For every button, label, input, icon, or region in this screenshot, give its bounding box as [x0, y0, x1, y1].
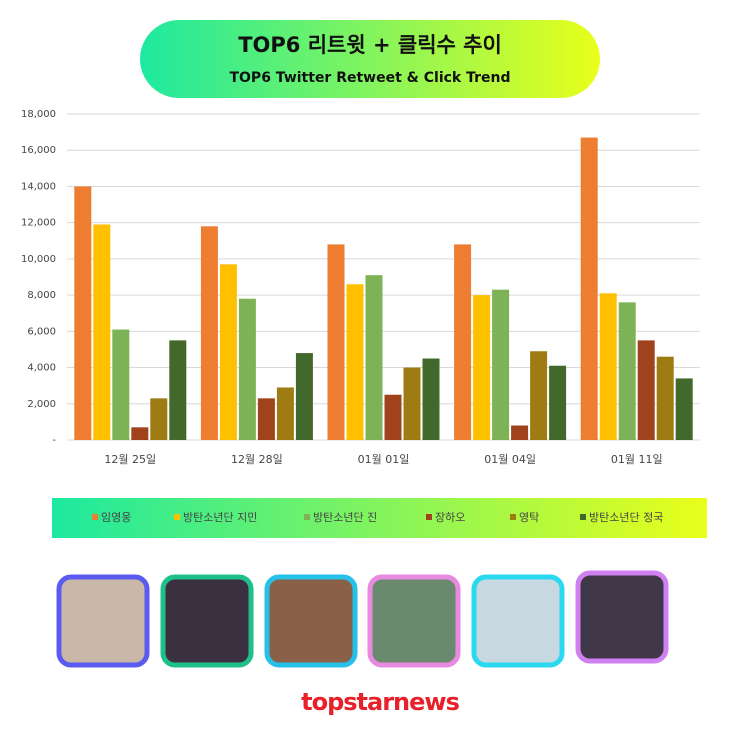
legend-swatch [174, 514, 180, 520]
bar [384, 394, 402, 440]
y-tick-label: - [52, 435, 56, 446]
x-tick-label: 01월 11일 [611, 452, 663, 466]
photo [471, 574, 565, 668]
photo [56, 574, 150, 668]
bar [511, 425, 529, 440]
bar [454, 244, 472, 440]
x-tick-label: 12월 28일 [231, 452, 283, 466]
photo [264, 574, 358, 668]
bar [549, 365, 567, 440]
bar [346, 284, 364, 440]
bar [599, 293, 617, 440]
y-tick-label: 4,000 [27, 363, 56, 374]
chart-title: TOP6 리트윗 + 클릭수 추이 [238, 33, 502, 57]
legend-swatch [304, 514, 310, 520]
y-tick-label: 12,000 [21, 218, 56, 229]
bar [473, 295, 491, 440]
bar [530, 351, 548, 440]
x-tick-label: 01월 01일 [358, 452, 410, 466]
legend-label: 영탁 [519, 511, 539, 524]
legend-label: 장하오 [435, 510, 465, 524]
photos [56, 570, 669, 668]
x-tick-label: 01월 04일 [484, 452, 536, 466]
bar [150, 398, 168, 440]
bar [238, 298, 256, 440]
bar [93, 224, 111, 440]
legend-label: 방탄소년단 지민 [183, 511, 257, 524]
bar [257, 398, 275, 440]
y-tick-label: 6,000 [27, 326, 56, 337]
bar [365, 275, 383, 440]
bar [276, 387, 294, 440]
bar [74, 186, 92, 440]
bar [618, 302, 636, 440]
bar [637, 340, 655, 440]
legend-swatch [92, 514, 98, 520]
legend-swatch [426, 514, 432, 520]
photo [367, 574, 461, 668]
y-tick-label: 10,000 [21, 254, 56, 265]
bar [131, 427, 149, 440]
chart-subtitle: TOP6 Twitter Retweet & Click Trend [229, 70, 510, 86]
legend-swatch [510, 514, 516, 520]
legend-box [52, 498, 707, 538]
y-tick-label: 14,000 [21, 181, 56, 192]
bar [219, 264, 237, 440]
bar [580, 137, 598, 441]
bar [656, 356, 674, 440]
title-pill [140, 20, 600, 98]
y-tick-label: 16,000 [21, 145, 56, 156]
bar [492, 289, 510, 440]
y-tick-label: 8,000 [27, 290, 56, 301]
photo [575, 570, 669, 664]
legend-label: 방탄소년단 진 [313, 511, 377, 524]
bar [295, 353, 313, 440]
bar [169, 340, 187, 440]
x-tick-label: 12월 25일 [104, 452, 156, 466]
legend-label: 임영웅 [101, 511, 131, 524]
bar [403, 367, 421, 440]
bar [327, 244, 345, 440]
legend-label: 방탄소년단 정국 [589, 511, 663, 524]
legend-swatch [580, 514, 586, 520]
photo [160, 574, 254, 668]
y-tick-label: 18,000 [21, 109, 56, 120]
bar [112, 329, 130, 440]
bar [200, 226, 218, 440]
y-tick-label: 2,000 [27, 399, 56, 410]
logo: topstarnews [301, 688, 459, 716]
bar [422, 358, 440, 440]
bar [675, 378, 693, 440]
